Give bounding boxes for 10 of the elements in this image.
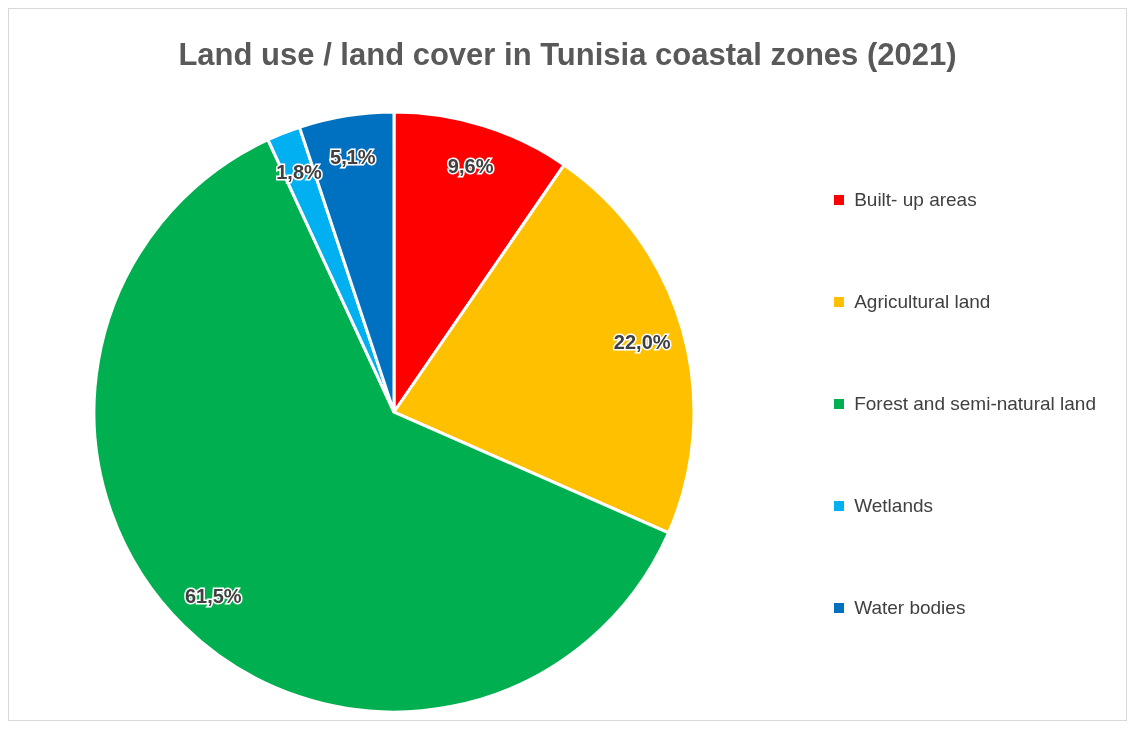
data-label: 61,5% bbox=[184, 585, 242, 608]
data-label: 22,0% bbox=[613, 330, 671, 353]
legend-label: Water bodies bbox=[854, 597, 966, 619]
data-label: 9,6% bbox=[447, 154, 494, 177]
legend-label: Agricultural land bbox=[854, 291, 991, 313]
legend-label: Wetlands bbox=[854, 495, 934, 517]
chart-title: Land use / land cover in Tunisia coastal zones (2021) bbox=[177, 37, 958, 73]
legend-label: Forest and semi-natural land bbox=[854, 393, 1096, 415]
data-label: 5,1% bbox=[330, 146, 376, 169]
legend-label: Built- up areas bbox=[854, 189, 977, 211]
